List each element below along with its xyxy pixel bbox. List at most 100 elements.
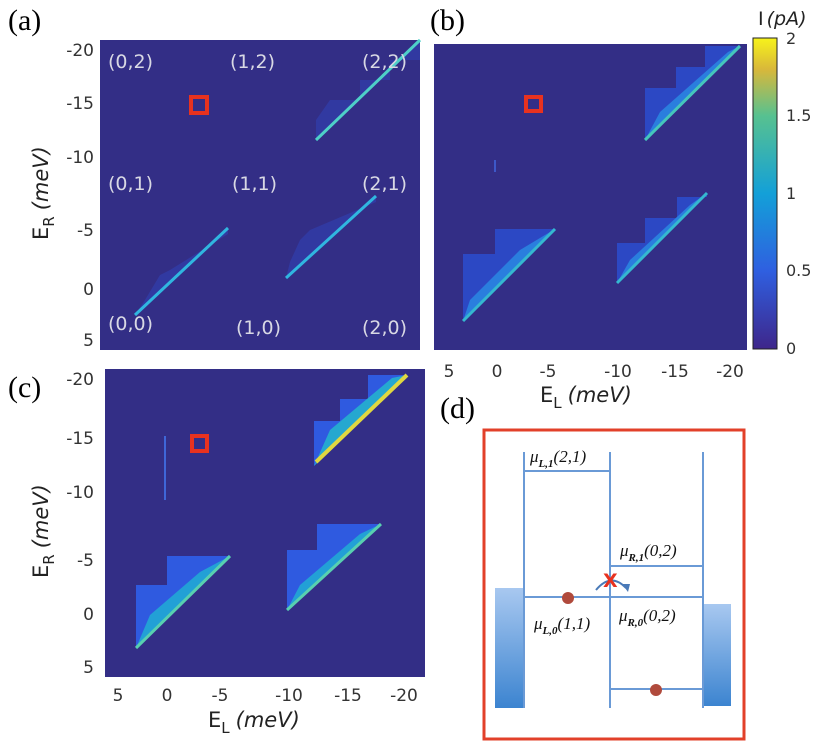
x-axis-label-main: E	[208, 708, 221, 732]
y-axis-label-c: ER (meV)	[29, 484, 58, 578]
x-tick: -5	[540, 362, 557, 382]
y-ticks-a: -20 -15 -10 -5 0 5	[66, 41, 94, 351]
y-tick: 5	[83, 658, 94, 678]
x-axis-label-main: E	[540, 383, 553, 407]
charge-label: (1,2)	[230, 51, 275, 73]
left-lead	[495, 588, 524, 708]
y-tick: -15	[66, 429, 94, 449]
mu-arg: (0,2)	[644, 541, 677, 560]
x-tick: -15	[661, 362, 689, 382]
panel-c-plot	[105, 369, 425, 677]
y-tick: -5	[77, 551, 94, 571]
resonance-line-0-0	[134, 554, 232, 650]
colorbar-tick: 1.5	[786, 106, 811, 125]
panel-label-c: (c)	[8, 371, 41, 404]
mu-symbol: μ	[533, 614, 543, 633]
y-tick: -20	[66, 41, 94, 61]
panel-label-a: (a)	[8, 4, 41, 37]
x-axis-label-unit: (meV)	[236, 708, 300, 732]
energy-diagram: X μL,1(2,1) μR,1(0,2) μL,0(1,1) μR,0(0,2…	[482, 428, 746, 741]
colorbar: I (pA) 2 1.5 1 0.5 0	[752, 8, 811, 358]
x-tick: 0	[492, 362, 503, 382]
marker-square	[189, 95, 209, 115]
y-tick: 5	[83, 331, 94, 351]
y-tick: -15	[66, 94, 94, 114]
x-tick: -20	[390, 686, 418, 706]
electron	[650, 684, 662, 696]
x-ticks-c: 5 0 -5 -10 -15 -20	[113, 686, 418, 706]
resonance-line-2-2	[314, 373, 409, 464]
panel-b-plot	[434, 44, 747, 350]
x-tick: -10	[604, 362, 632, 382]
marker-square	[190, 434, 209, 453]
label-mu-L1: μL,1(2,1)	[529, 447, 586, 470]
resonance-line-2-0	[284, 194, 378, 280]
x-tick: 5	[444, 362, 455, 382]
x-tick: -10	[275, 686, 303, 706]
y-tick: 0	[83, 605, 94, 625]
mu-arg: (2,1)	[554, 447, 587, 466]
label-mu-L0: μL,0(1,1)	[533, 614, 590, 637]
y-axis-label-sub: R	[40, 216, 58, 226]
resonance-line-2-2	[643, 44, 742, 142]
y-axis-label-a: ER (meV)	[29, 146, 58, 240]
colorbar-tick: 2	[786, 29, 796, 48]
charge-label: (1,0)	[236, 317, 281, 339]
charge-label: (2,0)	[362, 317, 407, 339]
y-axis-label-main: E	[29, 227, 53, 240]
resonance-line-2-0	[285, 522, 383, 612]
y-ticks-c: -20 -15 -10 -5 0 5	[66, 370, 94, 678]
x-axis-label-c: EL (meV)	[208, 708, 300, 737]
y-tick: -20	[66, 370, 94, 390]
y-tick: -5	[77, 221, 94, 241]
x-tick: 5	[113, 686, 124, 706]
x-tick: -15	[334, 686, 362, 706]
panel-label-b: (b)	[430, 4, 465, 37]
y-axis-label-main: E	[29, 565, 53, 578]
x-tick: -5	[212, 686, 229, 706]
electron	[562, 592, 574, 604]
y-axis-label-sub: R	[40, 554, 58, 564]
resonance-line-2-2	[314, 38, 422, 142]
charge-label: (0,2)	[108, 51, 153, 73]
colorbar-scale	[752, 37, 778, 350]
x-axis-label-sub: L	[221, 719, 230, 737]
colorbar-title: I (pA)	[758, 8, 807, 30]
arrow-head-icon	[622, 584, 630, 592]
blocked-mark-icon: X	[603, 570, 618, 592]
mu-sub: L,1	[538, 458, 554, 470]
panel-label-d: (d)	[440, 392, 475, 425]
y-tick: -10	[66, 148, 94, 168]
diagram-frame	[482, 428, 746, 741]
colorbar-title-main: I	[758, 8, 764, 30]
colorbar-ticks: 2 1.5 1 0.5 0	[786, 29, 811, 358]
colorbar-tick: 0	[786, 339, 796, 358]
mu-arg: (0,2)	[643, 606, 676, 625]
x-tick: -20	[716, 362, 744, 382]
mu-symbol: μ	[618, 606, 628, 625]
y-tick: 0	[83, 280, 94, 300]
y-tick: -10	[66, 483, 94, 503]
mu-sub: R,0	[627, 617, 644, 629]
x-axis-label-sub: L	[553, 394, 562, 412]
mu-sub: R,1	[628, 552, 645, 564]
charge-label: (0,0)	[108, 313, 153, 335]
resonance-line-2-0	[615, 191, 709, 285]
x-axis-label-b: EL (meV)	[540, 383, 632, 412]
y-axis-label-unit: (meV)	[29, 484, 53, 548]
x-tick: 0	[162, 686, 173, 706]
x-axis-label-unit: (meV)	[568, 383, 632, 407]
resonance-line-0-0	[133, 226, 230, 317]
mu-symbol: μ	[529, 447, 539, 466]
panel-a-plot: (0,2) (1,2) (2,2) (0,1) (1,1) (2,1) (0,0…	[100, 38, 422, 350]
charge-label: (2,1)	[362, 173, 407, 195]
colorbar-title-unit: (pA)	[767, 8, 807, 30]
colorbar-tick: 1	[786, 184, 796, 203]
charge-label: (2,2)	[362, 51, 407, 73]
mu-symbol: μ	[619, 541, 629, 560]
x-ticks-b: 5 0 -5 -10 -15 -20	[444, 362, 744, 382]
charge-label: (1,1)	[232, 173, 277, 195]
mu-arg: (1,1)	[558, 614, 591, 633]
marker-square	[524, 95, 543, 113]
